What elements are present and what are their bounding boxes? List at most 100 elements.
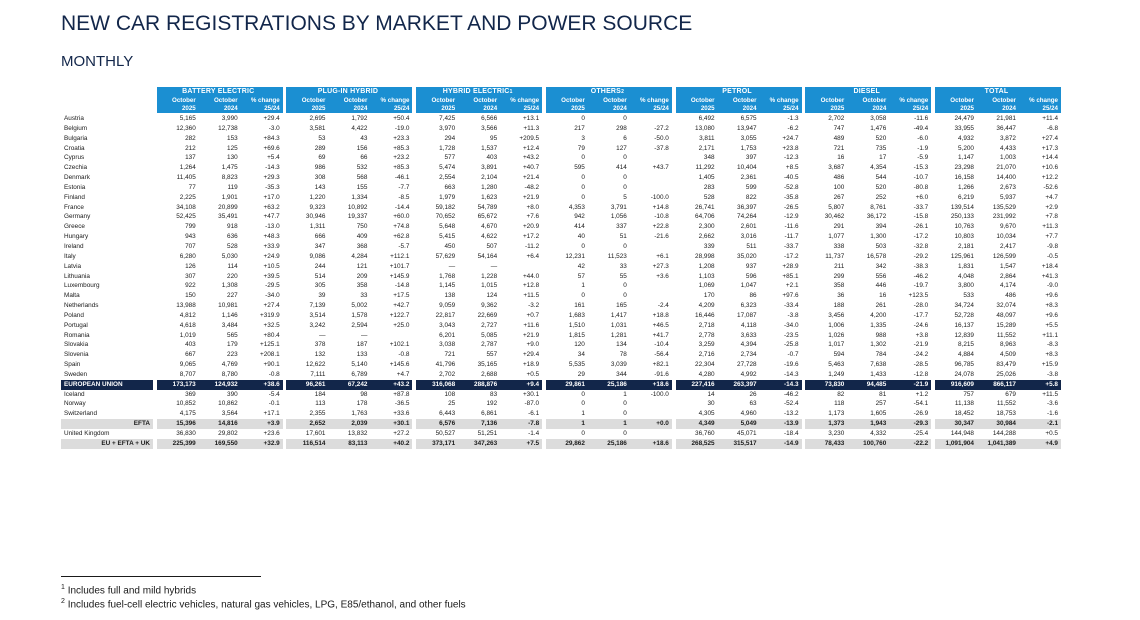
- table-cell: 721: [833, 144, 845, 152]
- table-cell: -14.8: [394, 282, 410, 290]
- table-cell: +15.9: [1041, 361, 1058, 369]
- cell-gap: [412, 419, 417, 429]
- cell-gap: [542, 143, 546, 154]
- table-cell: +10.5: [263, 262, 280, 270]
- header-blank: [61, 105, 153, 114]
- table-cell: [630, 399, 672, 409]
- table-cell: +87.8: [393, 390, 410, 398]
- group-header-footnote-mark: 2: [621, 89, 625, 95]
- table-cell: -37.8: [654, 144, 669, 152]
- subheader-cell: 25/24: [240, 105, 283, 114]
- table-cell: 39: [318, 292, 326, 300]
- table-cell: 225,399: [156, 438, 199, 449]
- cell-gap: [153, 143, 157, 154]
- table-cell: +208.1: [259, 351, 280, 359]
- table-cell: 4,332: [870, 430, 887, 437]
- table-cell: 27,728: [737, 361, 757, 369]
- table-cell: 6,789: [351, 370, 368, 378]
- table-cell: 2,787: [481, 341, 498, 349]
- cell-gap: [282, 212, 287, 223]
- cell-gap: [153, 350, 157, 361]
- cell-gap: [412, 192, 417, 203]
- cell-gap: [542, 133, 546, 144]
- row-label: Poland: [64, 311, 84, 319]
- header-gap: [153, 105, 157, 114]
- table-cell: 636: [227, 233, 238, 241]
- cell-gap: [412, 123, 417, 134]
- row-label: Ireland: [64, 242, 84, 250]
- table-cell: +90.1: [263, 361, 280, 369]
- cell-gap: [671, 320, 676, 331]
- table-cell: 721: [444, 351, 456, 359]
- cell-gap: [153, 271, 157, 282]
- cell-gap: [153, 320, 157, 331]
- cell-gap: [931, 409, 936, 420]
- group-header-label: HYBRID ELECTRIC: [442, 88, 510, 95]
- cell-gap: [931, 271, 936, 282]
- table-cell: -12.8: [913, 370, 929, 378]
- cell-gap: [801, 123, 806, 134]
- table-cell: 12,622: [305, 361, 326, 369]
- subheader-cell: 2024: [847, 105, 890, 114]
- table-cell: -1.3: [787, 115, 799, 122]
- table-cell: -50.0: [654, 134, 669, 142]
- table-cell: 757: [963, 390, 974, 398]
- row-label: Malta: [64, 292, 80, 300]
- cell-gap: [671, 310, 676, 321]
- table-cell: 532: [356, 164, 368, 172]
- table-cell: +27.4: [1041, 134, 1058, 142]
- subheader-cell: 2024: [976, 105, 1019, 114]
- table-row: Latvia 126 114 +10.5 244 121 +101.7 — — 42 33 +27.3…: [61, 261, 1061, 272]
- header-gap: [801, 97, 806, 105]
- table-cell: 4,992: [740, 370, 757, 378]
- table-cell: +23.2: [393, 154, 410, 162]
- table-row: Luxembourg 922 1,308 -29.5 305 358 -14.8 1,145 1…: [61, 281, 1061, 292]
- cell-gap: [931, 222, 936, 233]
- table-cell: 57: [577, 272, 585, 280]
- cell-gap: [931, 379, 936, 390]
- table-cell: 528: [227, 242, 238, 250]
- table-cell: 348: [703, 154, 715, 162]
- table-cell: 298: [616, 124, 627, 132]
- cell-gap: [931, 241, 936, 252]
- cell-gap: [412, 182, 417, 193]
- table-row: Italy 6,280 5,030 +24.9 9,086 4,284 +112.1 57,6…: [61, 251, 1061, 262]
- table-cell: +4.7: [1045, 193, 1058, 201]
- row-label: Greece: [64, 223, 85, 231]
- table-cell: 2,662: [698, 233, 715, 241]
- table-cell: +3.6: [656, 272, 669, 280]
- cell-gap: [801, 301, 806, 311]
- table-cell: 1,281: [610, 331, 627, 339]
- subheader-cell: 25/24: [370, 105, 413, 114]
- cell-gap: [153, 291, 157, 302]
- table-cell: +39.5: [263, 272, 280, 280]
- table-cell: +18.6: [629, 379, 672, 390]
- table-cell: 220: [227, 272, 238, 280]
- cell-gap: [282, 133, 287, 144]
- table-cell: -25.8: [783, 341, 799, 349]
- table-row: Austria 5,165 3,990 +29.4 2,695 1,792 +50.4 7,4…: [61, 113, 1061, 124]
- table-cell: +0.5: [526, 370, 540, 378]
- cell-gap: [153, 438, 157, 449]
- header-gap: [282, 97, 287, 105]
- table-cell: +18.8: [652, 311, 669, 319]
- table-cell: +40.2: [370, 438, 413, 449]
- cell-gap: [412, 222, 417, 233]
- table-cell: 3,811: [699, 134, 715, 142]
- table-cell: +17.0: [263, 193, 280, 201]
- table-cell: 26,741: [695, 203, 715, 211]
- table-cell: +27.2: [393, 430, 410, 437]
- table-cell: -6.8: [1046, 124, 1058, 132]
- table-cell: 5,030: [221, 252, 238, 260]
- footnote-1-mark: 1: [61, 584, 65, 591]
- table-cell: 132: [314, 351, 326, 359]
- subheader-cell: % change: [629, 97, 672, 105]
- table-cell: 69: [318, 154, 326, 162]
- table-row: Sweden 8,707 8,780 -0.8 7,111 6,789 +4.7 2,702 2…: [61, 369, 1061, 380]
- table-cell: 9,323: [309, 203, 326, 211]
- table-cell: 1,792: [351, 115, 368, 122]
- table-cell: 0: [623, 115, 627, 122]
- subheader-cell: % change: [889, 97, 932, 105]
- cell-gap: [801, 429, 806, 439]
- group-header-label: DIESEL: [853, 88, 881, 95]
